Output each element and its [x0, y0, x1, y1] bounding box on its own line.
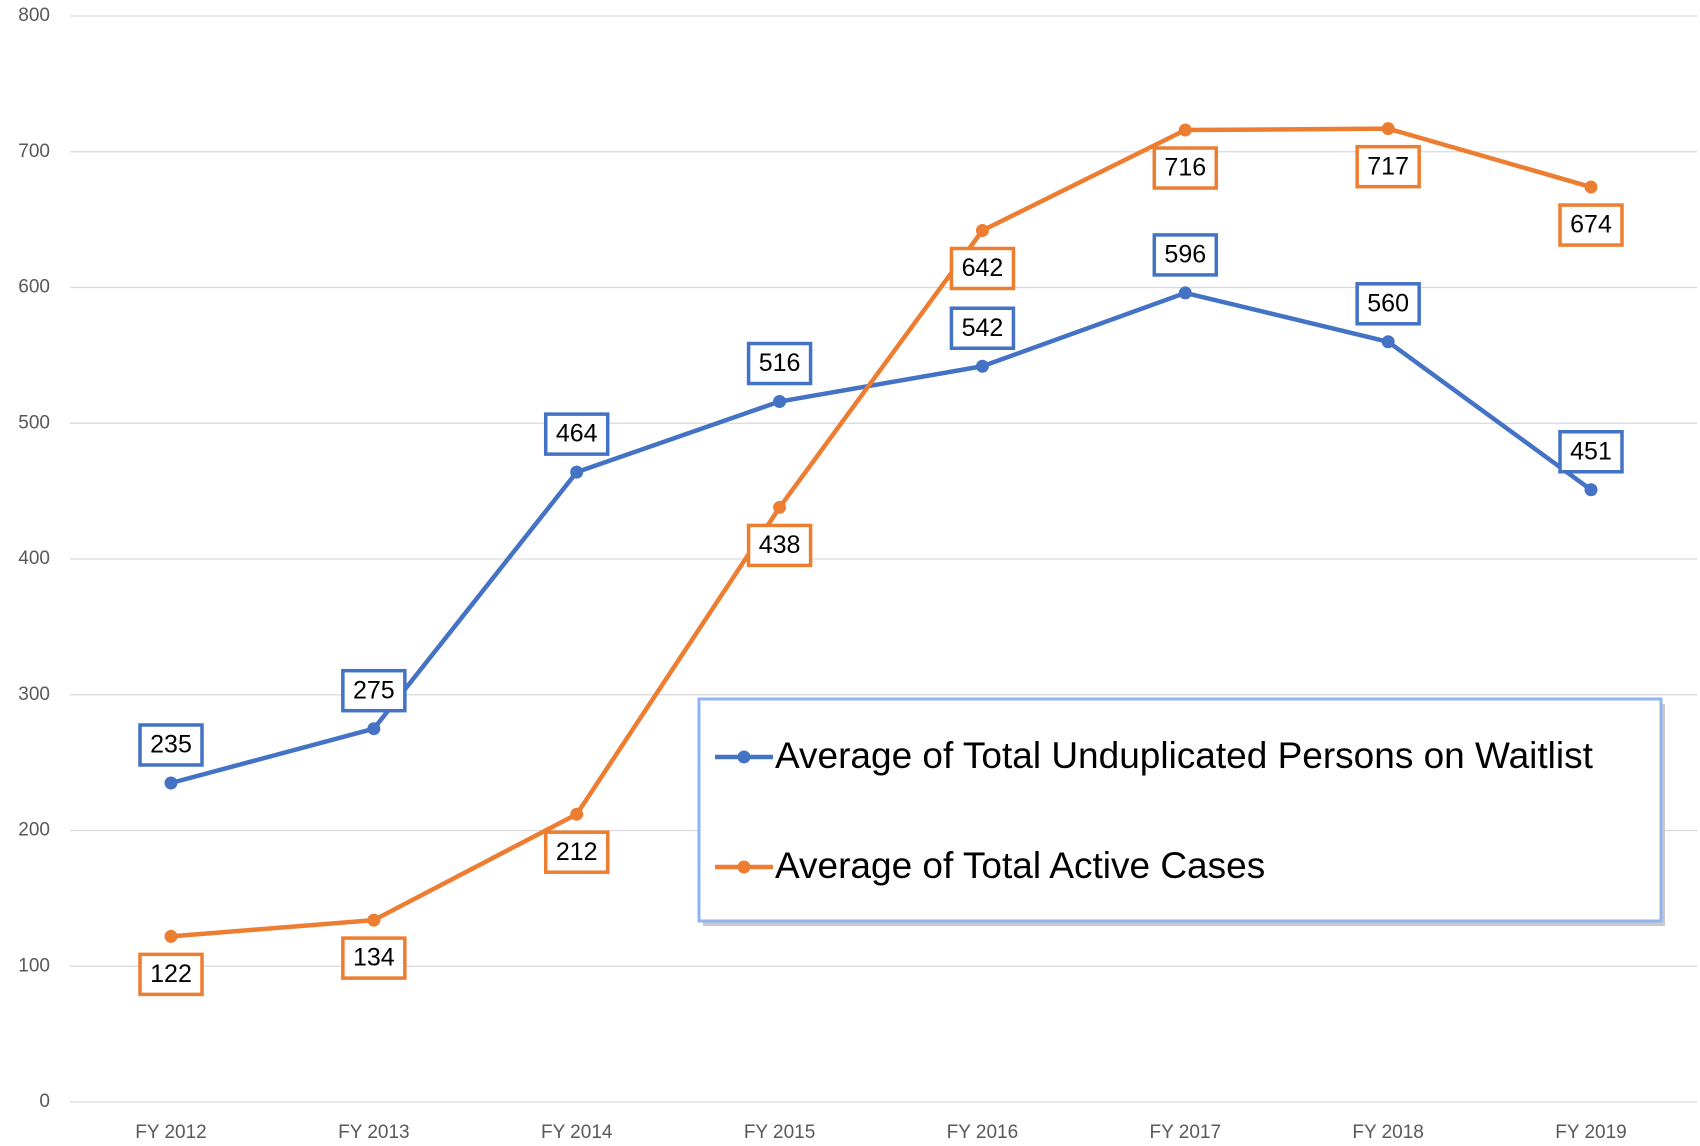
point [1381, 335, 1395, 349]
point [570, 465, 584, 479]
data-label: 717 [1367, 152, 1409, 180]
point [570, 807, 584, 821]
series-line [170, 290, 1593, 786]
data-label: 716 [1164, 154, 1206, 182]
x-tick-label: FY 2017 [1150, 1122, 1221, 1143]
data-label-box [1355, 282, 1421, 326]
x-tick-label: FY 2019 [1555, 1122, 1626, 1143]
data-label: 464 [556, 420, 598, 448]
data-label-box [341, 668, 407, 713]
x-tick-label: FY 2016 [947, 1122, 1018, 1143]
legend-label: Average of Total Active Cases [775, 845, 1265, 886]
data-label-box [543, 830, 610, 874]
point [1381, 122, 1395, 136]
series-line [170, 126, 1592, 939]
data-label: 212 [556, 838, 598, 866]
data-label: 134 [353, 944, 395, 972]
data-label-box [1152, 233, 1219, 277]
y-tick-label: 200 [18, 820, 50, 841]
point [975, 359, 989, 373]
data-label-box [1558, 430, 1624, 474]
data-label-box [138, 952, 204, 997]
x-tick-label: FY 2018 [1352, 1122, 1423, 1143]
data-label-box [949, 246, 1016, 291]
data-label: 451 [1570, 437, 1612, 465]
point [367, 913, 381, 927]
data-label-box [1558, 203, 1624, 247]
y-tick-label: 700 [18, 141, 50, 162]
x-tick-label: FY 2012 [135, 1122, 206, 1143]
x-tick-label: FY 2014 [541, 1122, 613, 1143]
legend-box [697, 697, 1663, 923]
point [1178, 286, 1192, 300]
y-tick-label: 500 [18, 412, 50, 433]
x-tick-label: FY 2015 [744, 1122, 815, 1143]
point [367, 722, 381, 736]
data-label: 642 [962, 254, 1004, 282]
point [773, 500, 787, 514]
data-label-box [1355, 144, 1421, 189]
data-label-box [1152, 146, 1219, 190]
y-tick-label: 800 [18, 5, 50, 26]
y-tick-label: 0 [39, 1091, 50, 1112]
x-tick-label: FY 2013 [338, 1122, 409, 1143]
data-label-box [341, 936, 407, 980]
data-label-box [746, 523, 813, 568]
point [1178, 123, 1192, 137]
data-label: 560 [1367, 289, 1409, 317]
data-label-box [138, 723, 204, 767]
data-label-box [543, 412, 610, 456]
data-label: 516 [759, 349, 801, 377]
data-label: 438 [759, 531, 801, 559]
y-tick-label: 400 [18, 548, 50, 569]
point [164, 929, 178, 943]
data-label: 122 [150, 960, 192, 988]
y-tick-label: 600 [18, 277, 50, 298]
data-label: 542 [962, 314, 1004, 342]
point [773, 395, 787, 409]
y-tick-label: 300 [18, 684, 50, 705]
legend-marker [737, 860, 751, 874]
data-label-box [949, 306, 1016, 350]
data-label-box [746, 341, 813, 386]
data-label: 235 [150, 731, 192, 759]
legend-marker [737, 750, 751, 764]
data-label: 674 [1570, 211, 1612, 239]
data-label: 275 [353, 676, 395, 704]
point [1584, 483, 1598, 497]
legend-label: Average of Total Unduplicated Persons on… [775, 735, 1594, 776]
point [164, 776, 178, 790]
point [975, 223, 989, 237]
y-tick-label: 100 [18, 955, 50, 976]
data-label: 596 [1164, 241, 1206, 269]
point [1584, 180, 1598, 194]
